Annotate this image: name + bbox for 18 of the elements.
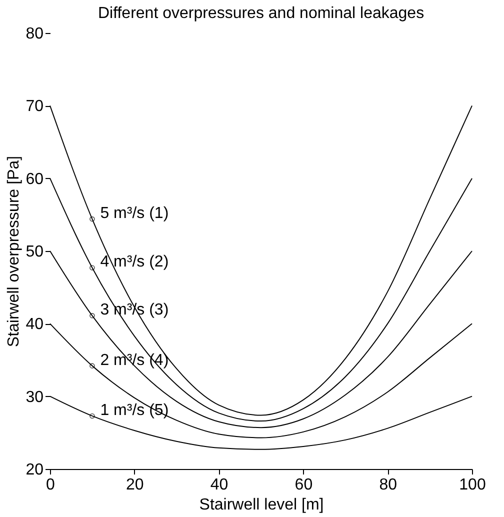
x-tick-label: 20 — [126, 476, 144, 494]
x-tick-label: 100 — [459, 476, 486, 494]
x-tick-label: 0 — [46, 476, 56, 494]
series-label: 4 m³/s (2) — [100, 254, 169, 271]
x-axis-title: Stairwell level [m] — [199, 496, 324, 514]
x-tick-label: 60 — [294, 476, 313, 494]
y-tick-label: 50 — [26, 244, 44, 260]
y-axis-title: Stairwell overpressure [Pa] — [6, 156, 23, 348]
x-tick-label: 40 — [210, 476, 228, 494]
y-tick-label: 80 — [26, 26, 44, 42]
y-tick-label: 60 — [26, 170, 44, 188]
y-tick-label: 40 — [26, 316, 44, 334]
y-tick-label: 20 — [26, 462, 44, 478]
chart-title: Different overpressures and nominal leakages — [98, 5, 424, 22]
x-tick-label: 80 — [379, 476, 398, 494]
y-tick-label: 30 — [26, 388, 44, 406]
y-tick-label: 70 — [26, 98, 44, 116]
series-label: 5 m³/s (1) — [100, 205, 169, 222]
